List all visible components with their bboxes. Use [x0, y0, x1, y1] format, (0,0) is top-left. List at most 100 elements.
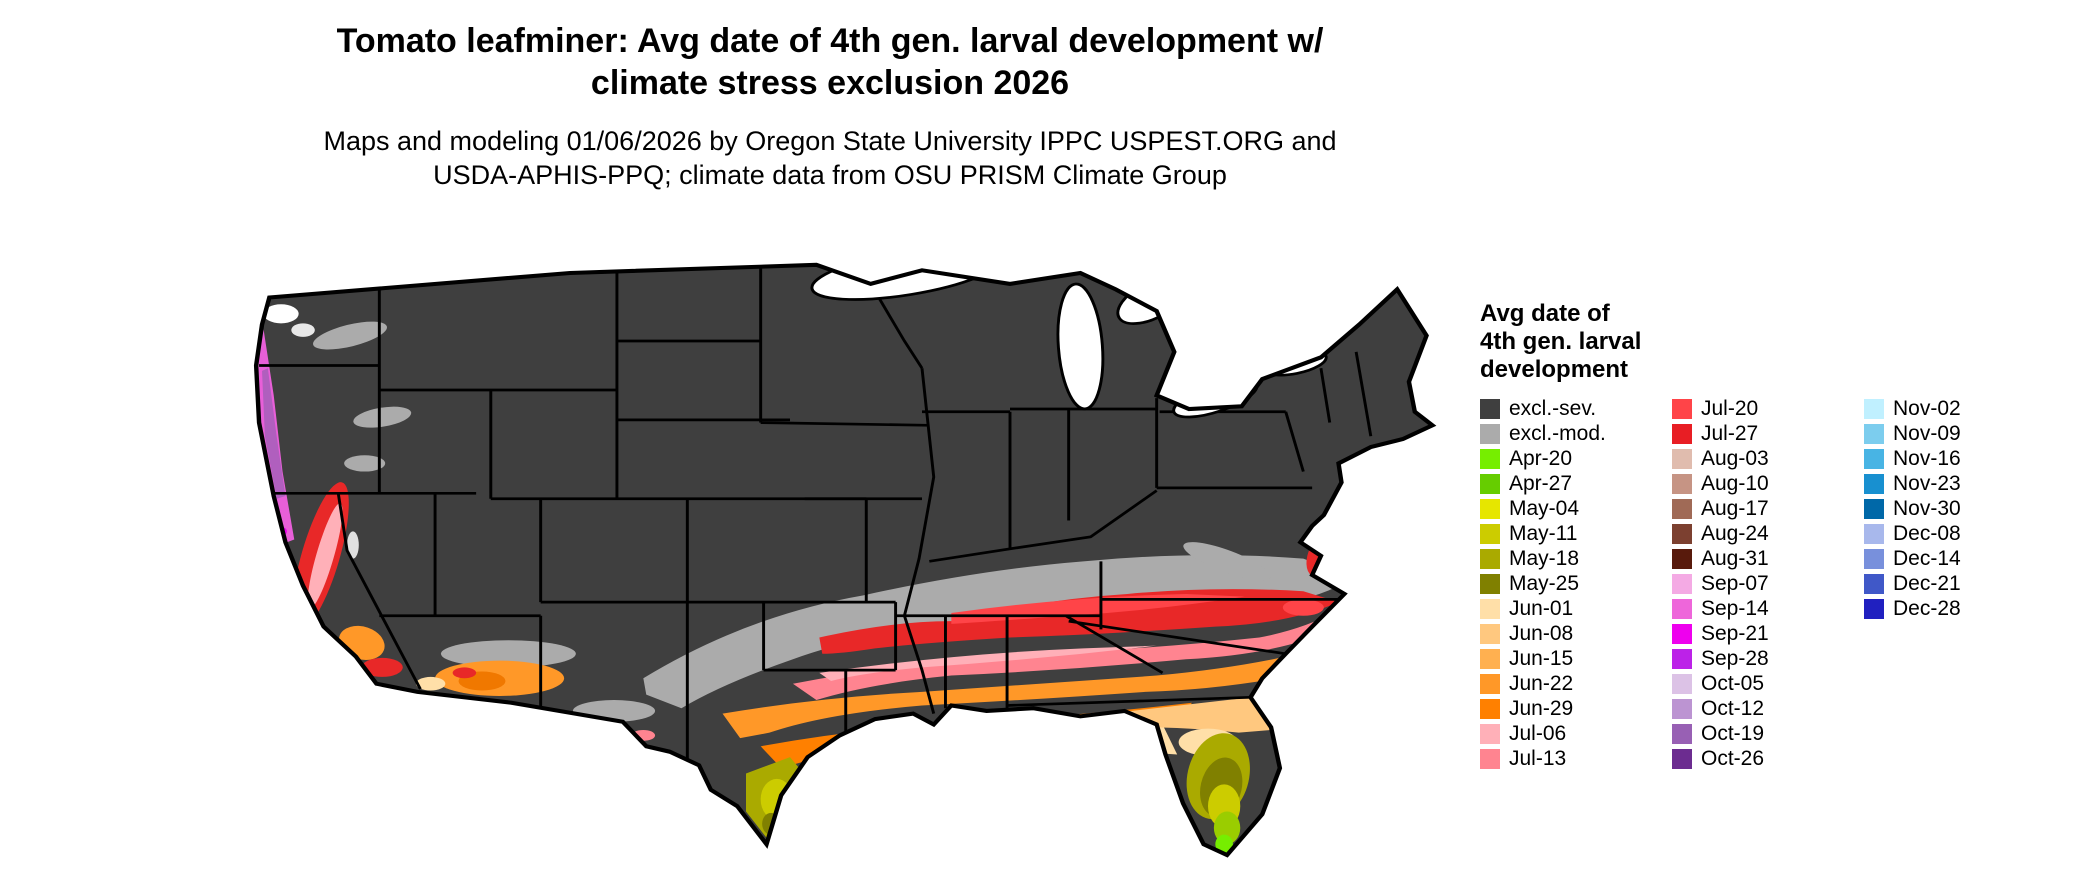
legend-title: Avg date of 4th gen. larval development	[1480, 300, 2080, 384]
legend-title-line1: Avg date of	[1480, 300, 1610, 327]
legend-item: Nov-23	[1864, 471, 2044, 496]
peach-band	[792, 724, 1178, 793]
legend-swatch	[1480, 448, 1500, 469]
legend-swatch	[1672, 448, 1692, 469]
legend-item: Nov-30	[1864, 496, 2044, 521]
legend-label: Nov-16	[1893, 446, 1961, 470]
pink-band	[792, 610, 1351, 701]
legend-item: Jul-06	[1480, 721, 1672, 746]
legend-item: Jun-22	[1480, 671, 1672, 696]
legend-swatch	[1864, 398, 1884, 419]
legend-item: Nov-02	[1864, 396, 2044, 421]
legend-item: Aug-17	[1672, 496, 1864, 521]
legend-column: Nov-02 Nov-09 Nov-16 Nov-23 Nov-30 Dec-08 Dec-…	[1864, 396, 2044, 771]
map-header: Tomato leafminer: Avg date of 4th gen. l…	[0, 20, 1660, 192]
orange-band	[722, 651, 1318, 739]
legend-swatch	[1864, 523, 1884, 544]
south-florida-green	[1215, 834, 1233, 854]
legend-label: Dec-08	[1893, 521, 1961, 545]
legend-label: Dec-14	[1893, 546, 1961, 570]
legend-label: Oct-05	[1701, 671, 1765, 695]
legend-item: Oct-19	[1672, 721, 1864, 746]
legend-label: excl.-sev.	[1509, 396, 1597, 420]
legend-swatch	[1480, 398, 1500, 419]
legend-label: Jun-15	[1509, 646, 1574, 670]
map-subtitle-line1: Maps and modeling 01/06/2026 by Oregon S…	[323, 126, 1337, 156]
legend-label: Jun-22	[1509, 671, 1574, 695]
legend-swatch	[1672, 673, 1692, 694]
legend-swatch	[1480, 623, 1500, 644]
legend-title-line3: development	[1480, 356, 1629, 383]
legend-item: May-04	[1480, 496, 1672, 521]
legend-item: Sep-07	[1672, 571, 1864, 596]
legend-swatch	[1672, 648, 1692, 669]
legend-label: Nov-23	[1893, 471, 1961, 495]
legend-item: Jun-08	[1480, 621, 1672, 646]
legend-label: Oct-12	[1701, 696, 1765, 720]
legend-swatch	[1480, 573, 1500, 594]
legend-swatch	[1672, 698, 1692, 719]
legend-swatch	[1672, 748, 1692, 769]
legend-label: Aug-03	[1701, 446, 1769, 470]
legend-item: Oct-05	[1672, 671, 1864, 696]
legend-swatch	[1672, 473, 1692, 494]
legend-label: Sep-21	[1701, 621, 1769, 645]
legend-swatch	[1480, 498, 1500, 519]
legend-swatch	[1672, 573, 1692, 594]
legend-swatch	[1864, 498, 1884, 519]
legend-label: May-25	[1509, 571, 1580, 595]
legend-label: Jun-08	[1509, 621, 1574, 645]
legend-label: Apr-20	[1509, 446, 1573, 470]
legend-item: Dec-28	[1864, 596, 2044, 621]
legend-label: Nov-02	[1893, 396, 1961, 420]
legend-item: excl.-sev.	[1480, 396, 1672, 421]
legend-label: Jun-29	[1509, 696, 1574, 720]
legend-label: Jul-13	[1509, 746, 1567, 770]
legend-label: May-04	[1509, 496, 1580, 520]
legend-label: Jun-01	[1509, 596, 1574, 620]
legend-item: Dec-21	[1864, 571, 2044, 596]
legend-item: Dec-14	[1864, 546, 2044, 571]
legend-item: Aug-03	[1672, 446, 1864, 471]
map-region	[130, 205, 1450, 885]
legend-item: Aug-31	[1672, 546, 1864, 571]
legend-label: Aug-10	[1701, 471, 1769, 495]
legend-label: Sep-07	[1701, 571, 1769, 595]
legend-item: Jun-29	[1480, 696, 1672, 721]
legend-item: Sep-28	[1672, 646, 1864, 671]
legend-item: Nov-16	[1864, 446, 2044, 471]
legend-label: Oct-26	[1701, 746, 1765, 770]
legend-title-line2: 4th gen. larval	[1480, 328, 1642, 355]
map-title-line2: climate stress exclusion 2026	[590, 64, 1070, 102]
legend-label: Nov-09	[1893, 421, 1961, 445]
legend-swatch	[1480, 673, 1500, 694]
legend-swatch	[1480, 648, 1500, 669]
legend-swatch	[1864, 448, 1884, 469]
legend-swatch	[1480, 723, 1500, 744]
legend-swatch	[1864, 473, 1884, 494]
lake-michigan	[1056, 282, 1105, 411]
legend-swatch	[1672, 398, 1692, 419]
legend-item: Aug-24	[1672, 521, 1864, 546]
legend-swatch	[1672, 423, 1692, 444]
legend-label: Nov-30	[1893, 496, 1961, 520]
legend-item: Apr-27	[1480, 471, 1672, 496]
legend-swatch	[1864, 548, 1884, 569]
legend-label: Aug-24	[1701, 521, 1769, 545]
map-title-line1: Tomato leafminer: Avg date of 4th gen. l…	[336, 22, 1324, 60]
map-subtitle-line2: USDA-APHIS-PPQ; climate data from OSU PR…	[433, 160, 1227, 190]
legend-label: May-18	[1509, 546, 1580, 570]
legend-item: May-18	[1480, 546, 1672, 571]
legend-columns: excl.-sev. excl.-mod. Apr-20 Apr-27 May-04 Ma…	[1480, 396, 2080, 771]
legend-swatch	[1480, 698, 1500, 719]
legend-label: Aug-17	[1701, 496, 1769, 520]
legend-swatch	[1672, 598, 1692, 619]
legend-label: Sep-28	[1701, 646, 1769, 670]
legend-label: Oct-19	[1701, 721, 1765, 745]
legend-swatch	[1480, 473, 1500, 494]
legend-item: Nov-09	[1864, 421, 2044, 446]
legend-label: Apr-27	[1509, 471, 1573, 495]
legend-swatch	[1480, 523, 1500, 544]
legend-item: Jun-01	[1480, 596, 1672, 621]
legend-item: Oct-12	[1672, 696, 1864, 721]
